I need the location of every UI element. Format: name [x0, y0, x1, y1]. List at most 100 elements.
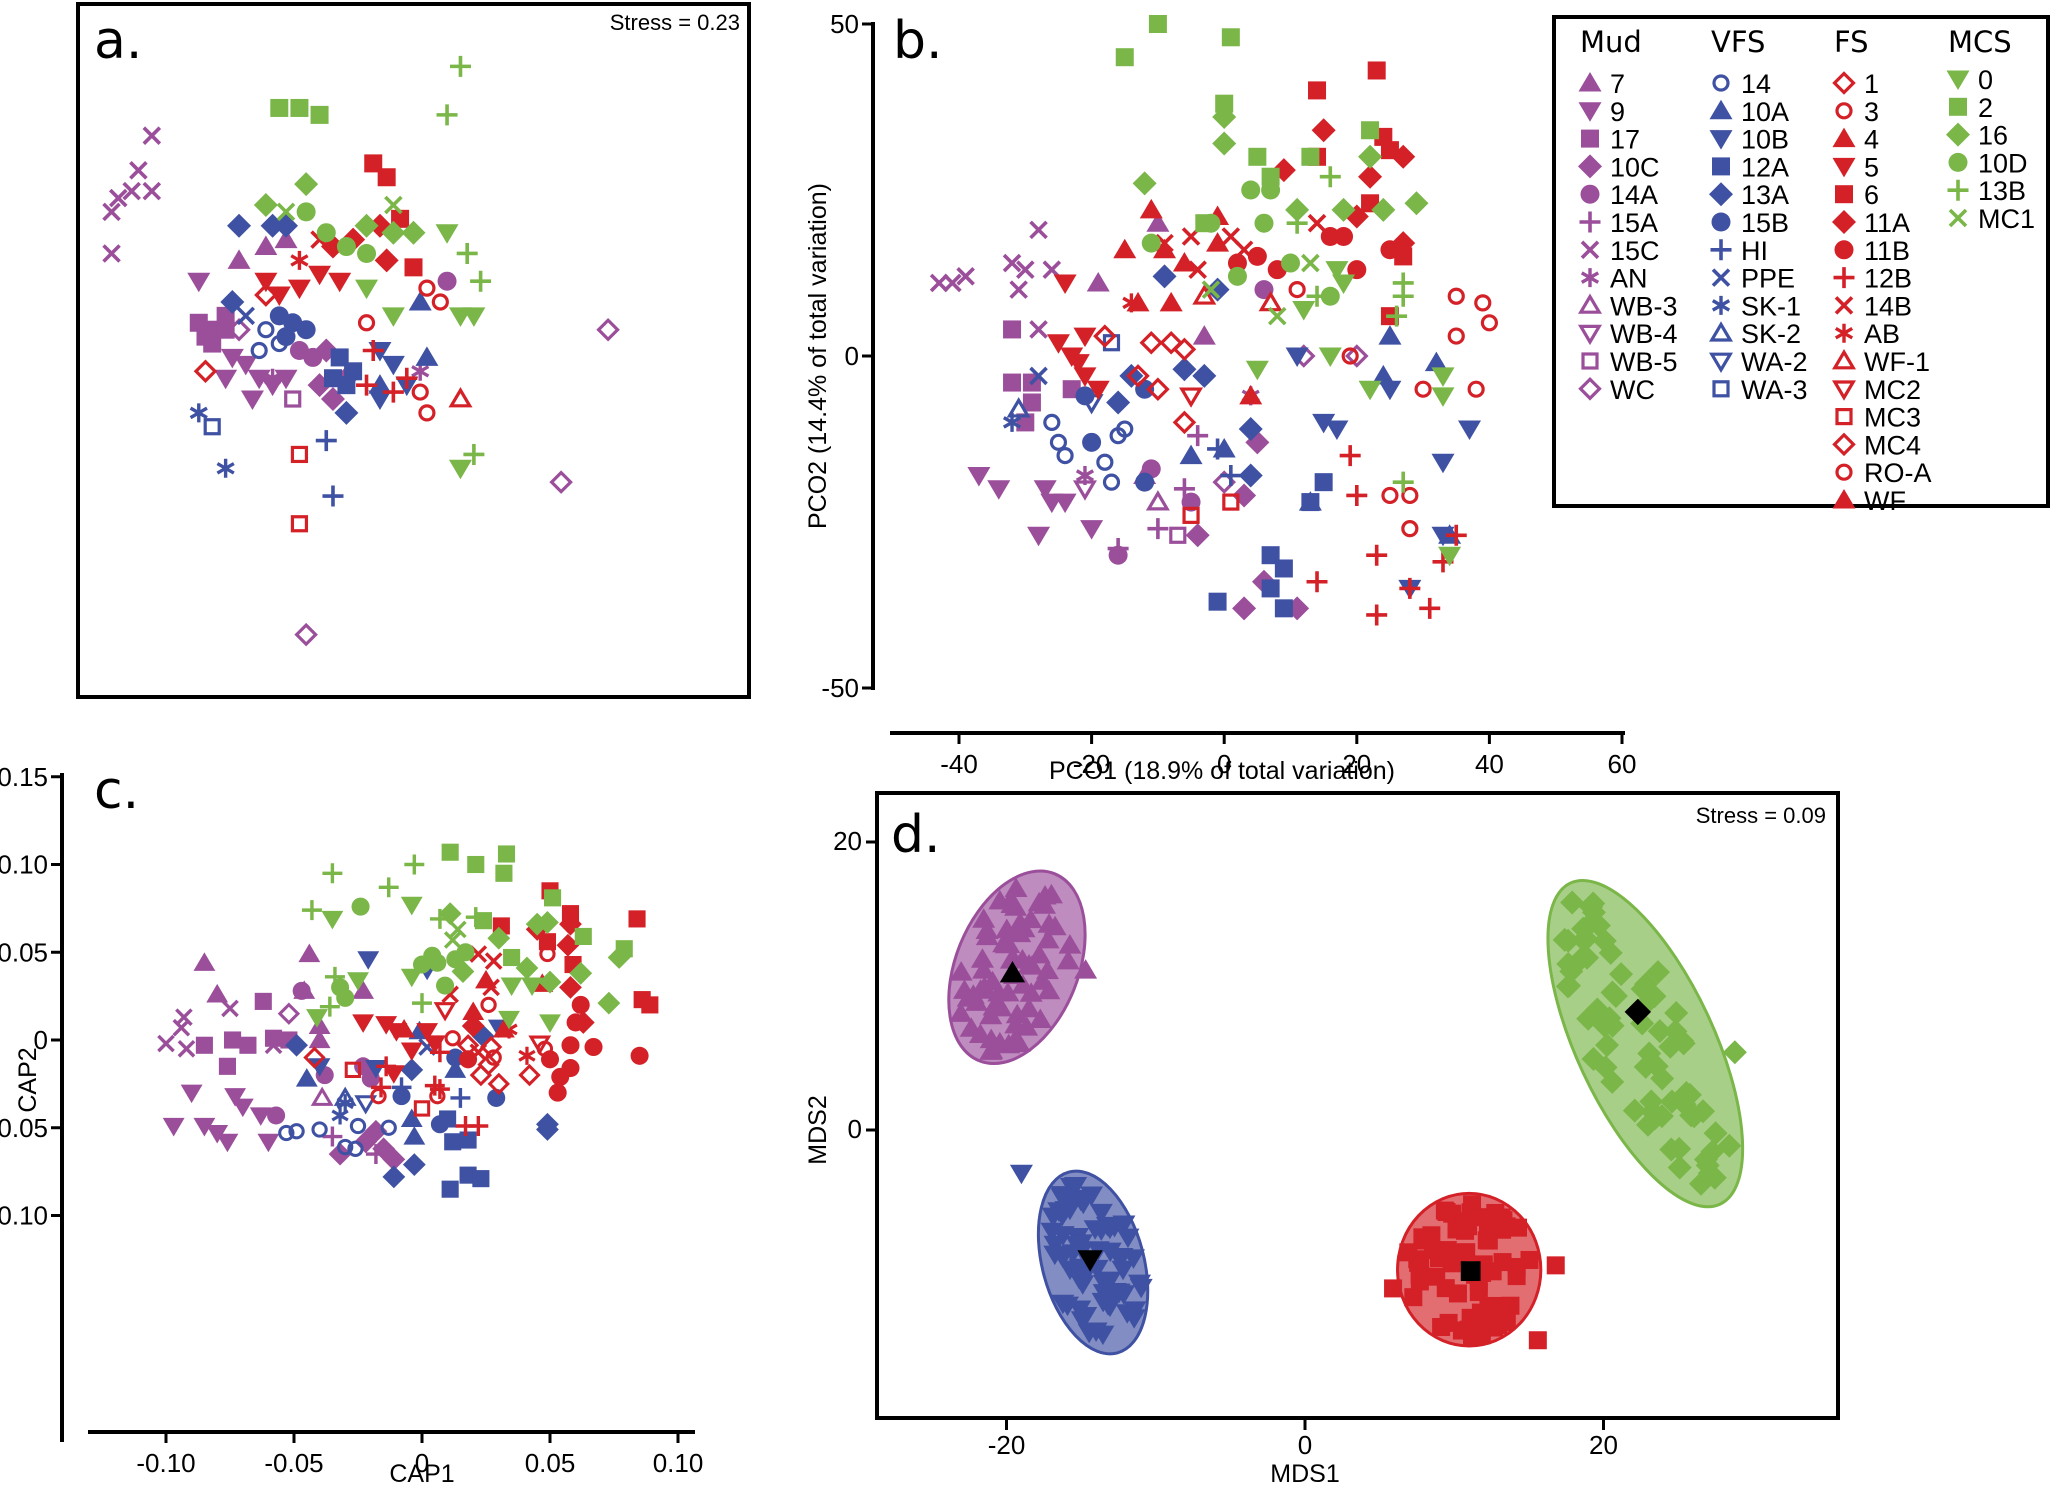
legend-item: WA-3	[1712, 375, 1808, 405]
data-point	[292, 981, 311, 1000]
data-point	[997, 1033, 1021, 1054]
data-point	[975, 919, 999, 939]
data-point	[1447, 287, 1465, 305]
data-point	[328, 272, 352, 293]
legend-symbol-cross-icon	[1948, 208, 1968, 228]
data-point	[459, 1050, 478, 1069]
legend-symbol-triangle-down-icon	[1832, 157, 1856, 178]
x-tick-label: -0.05	[264, 1448, 323, 1478]
legend-label: HI	[1741, 236, 1768, 266]
data-point	[1201, 280, 1221, 299]
data-point	[1241, 180, 1261, 200]
data-point	[284, 390, 302, 408]
data-point	[641, 996, 659, 1014]
data-point	[1009, 280, 1028, 299]
legend-label: WA-2	[1741, 347, 1808, 377]
data-point	[1345, 344, 1369, 368]
legend-item: 13B	[1947, 176, 2026, 206]
data-point	[556, 933, 580, 957]
data-point	[459, 1131, 477, 1149]
panel-b-pco: -40 -20 0 20 40 60 -50 0 50 b. PCO1 (18.9% of to…	[804, 9, 1636, 785]
legend-label: WB-5	[1610, 347, 1678, 377]
data-point	[404, 258, 423, 277]
data-point	[102, 244, 121, 263]
y-tick-label: 0.05	[0, 937, 48, 967]
data-point	[1386, 305, 1408, 327]
data-point	[1586, 913, 1611, 938]
data-point	[365, 1144, 386, 1165]
data-point	[142, 126, 162, 145]
data-point	[1072, 480, 1097, 501]
data-point	[1437, 1247, 1456, 1266]
group-centroid-vfs	[1077, 1250, 1103, 1272]
legend-symbol-square-icon	[1581, 129, 1599, 148]
legend-symbol-circle-icon	[1834, 240, 1854, 260]
data-point	[1016, 413, 1035, 432]
data-point	[470, 270, 492, 292]
data-point	[381, 355, 405, 376]
data-point	[393, 1019, 416, 1038]
data-point	[1695, 1153, 1720, 1178]
data-point	[1410, 1265, 1429, 1284]
legend-item: 14B	[1834, 291, 1912, 321]
data-point	[1448, 1284, 1467, 1303]
data-point	[356, 374, 378, 396]
legend-label: 10B	[1741, 125, 1789, 155]
data-point	[102, 202, 121, 222]
data-point	[1346, 484, 1368, 506]
data-point	[1703, 1121, 1728, 1146]
data-point	[1002, 253, 1022, 273]
data-point	[1159, 330, 1183, 355]
legend-symbol-triangle-down-icon	[1708, 352, 1734, 373]
y-tick-label: 0	[845, 341, 859, 371]
data-point	[396, 367, 418, 389]
data-point	[949, 1002, 973, 1022]
legend-label: 13B	[1978, 176, 2026, 206]
data-point	[423, 1035, 446, 1054]
data-point	[1086, 271, 1110, 292]
legend-symbol-cross-icon	[1711, 268, 1731, 287]
legend-symbol-triangle-up-icon	[1831, 349, 1857, 370]
legend-symbol-circle-icon	[1711, 212, 1731, 232]
legend-label: AN	[1610, 264, 1648, 294]
data-point	[1089, 1221, 1113, 1241]
data-point	[418, 404, 436, 422]
data-point	[1107, 1283, 1131, 1304]
data-point	[323, 369, 342, 388]
data-point-outlier	[1528, 1331, 1547, 1350]
data-point	[400, 1058, 424, 1082]
data-point	[1261, 579, 1280, 598]
data-point	[972, 908, 996, 928]
data-point	[1347, 260, 1367, 280]
legend-label: 16	[1978, 121, 2008, 151]
data-point	[1647, 1019, 1672, 1044]
data-point	[371, 1077, 392, 1098]
data-point	[352, 1014, 375, 1033]
legend-symbol-square-icon	[1835, 408, 1853, 426]
data-point	[344, 362, 363, 381]
data-point	[1334, 226, 1354, 246]
data-point	[1325, 261, 1349, 281]
data-point	[294, 622, 318, 647]
data-point	[364, 154, 383, 173]
data-point	[1474, 294, 1492, 312]
data-point	[1339, 445, 1361, 467]
data-point	[1205, 277, 1230, 302]
data-point	[1172, 410, 1197, 435]
data-point	[254, 235, 278, 256]
data-point	[1307, 213, 1327, 233]
data-point	[311, 1121, 328, 1138]
y-tick-label: 50	[830, 9, 859, 39]
legend-label: WF	[1864, 486, 1906, 516]
data-point	[1366, 604, 1388, 626]
legend-label: 4	[1864, 125, 1879, 155]
panel-d-points	[949, 877, 1747, 1350]
data-point	[1319, 166, 1341, 188]
legend-symbol-triangle-up-icon	[1832, 127, 1856, 148]
legend-item: 2	[1949, 93, 1993, 123]
legend-symbol-circle-icon	[1712, 74, 1730, 92]
legend-symbol-diamond-icon	[1946, 122, 1970, 147]
data-point	[375, 1016, 398, 1035]
data-point	[227, 213, 252, 238]
panel-d-ticks: -20 0 20 0 20	[833, 826, 1618, 1460]
